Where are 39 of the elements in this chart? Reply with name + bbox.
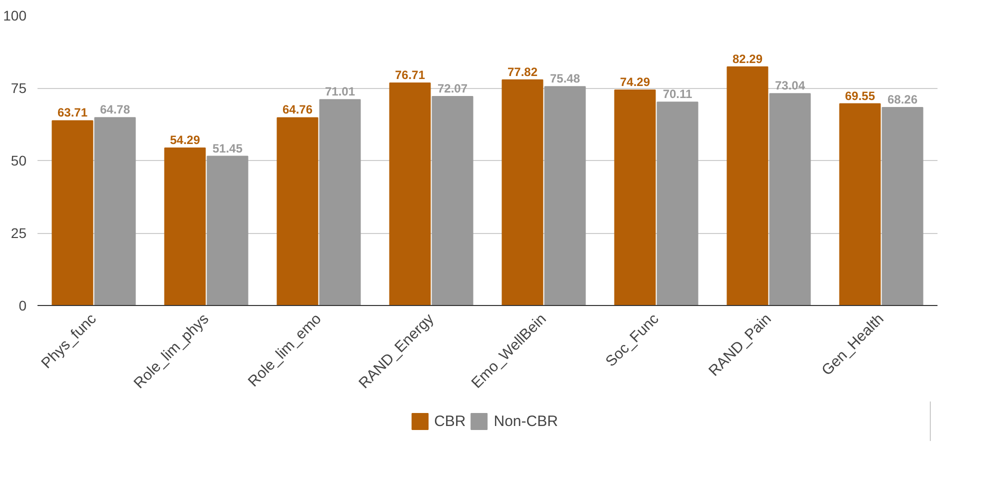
data-label: 75.48 bbox=[550, 72, 580, 86]
y-tick-label: 50 bbox=[10, 152, 27, 168]
data-label: 82.29 bbox=[732, 52, 763, 66]
bar bbox=[544, 86, 586, 306]
data-label: 64.78 bbox=[100, 102, 130, 117]
bar bbox=[94, 117, 136, 306]
bar bbox=[276, 117, 318, 306]
bar bbox=[206, 156, 248, 306]
y-tick-label: 25 bbox=[10, 225, 27, 241]
data-label: 51.45 bbox=[212, 141, 243, 156]
y-tick-label: 100 bbox=[3, 8, 27, 24]
data-label: 76.71 bbox=[394, 68, 426, 82]
legend-label: CBR bbox=[434, 412, 466, 430]
y-tick-label: 75 bbox=[10, 80, 27, 96]
bar bbox=[319, 99, 361, 306]
bar bbox=[882, 107, 924, 306]
data-label: 64.76 bbox=[282, 102, 313, 117]
bar bbox=[839, 103, 881, 306]
bar bbox=[164, 148, 206, 306]
data-label: 71.01 bbox=[325, 84, 356, 99]
data-label: 73.04 bbox=[775, 78, 806, 93]
data-label: 63.71 bbox=[57, 106, 88, 120]
data-label: 68.26 bbox=[888, 92, 918, 107]
y-tick-label: 0 bbox=[18, 298, 27, 314]
bar bbox=[614, 90, 656, 306]
data-label: 74.29 bbox=[620, 75, 650, 90]
bar bbox=[656, 102, 698, 306]
bar bbox=[502, 79, 544, 306]
data-label: 77.82 bbox=[507, 64, 538, 79]
data-label: 54.29 bbox=[170, 133, 200, 148]
bar bbox=[726, 66, 768, 306]
bar bbox=[52, 120, 94, 306]
legend-label: Non-CBR bbox=[494, 412, 558, 430]
data-label: 72.07 bbox=[438, 81, 468, 96]
bar bbox=[389, 82, 431, 306]
bar bbox=[769, 93, 811, 306]
data-label: 69.55 bbox=[844, 88, 876, 103]
bar bbox=[432, 96, 474, 306]
data-label: 70.11 bbox=[662, 87, 693, 102]
